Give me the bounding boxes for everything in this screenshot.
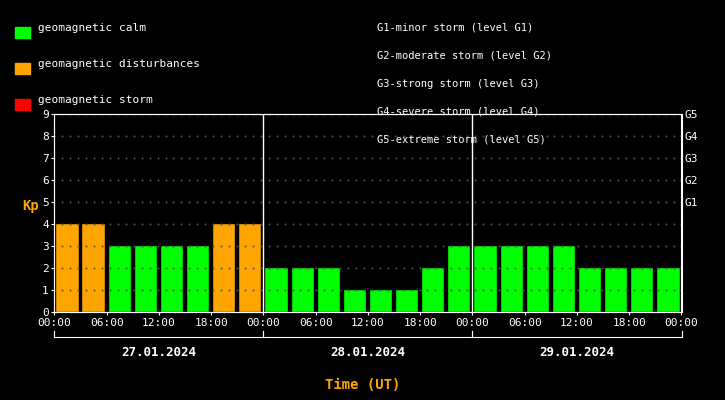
Text: geomagnetic storm: geomagnetic storm [38,95,152,105]
Bar [552,246,575,312]
Bar [135,246,157,312]
Text: 28.01.2024: 28.01.2024 [331,346,405,358]
Text: 29.01.2024: 29.01.2024 [539,346,615,358]
Bar [500,246,523,312]
Text: Time (UT): Time (UT) [325,378,400,392]
Bar [658,268,679,312]
Bar [422,268,444,312]
Bar [605,268,627,312]
Y-axis label: Kp: Kp [22,199,39,213]
Bar [318,268,340,312]
Bar [83,224,104,312]
Bar [396,290,418,312]
Bar [448,246,471,312]
Text: geomagnetic calm: geomagnetic calm [38,23,146,33]
Text: G5-extreme storm (level G5): G5-extreme storm (level G5) [377,135,546,145]
Bar [57,224,78,312]
Text: 27.01.2024: 27.01.2024 [121,346,196,358]
Text: G3-strong storm (level G3): G3-strong storm (level G3) [377,79,539,89]
Bar [213,224,236,312]
Bar [239,224,262,312]
Bar [631,268,653,312]
Text: geomagnetic disturbances: geomagnetic disturbances [38,59,199,69]
Bar [370,290,392,312]
Bar [109,246,130,312]
Bar [344,290,366,312]
Bar [291,268,314,312]
Bar [265,268,288,312]
Text: G2-moderate storm (level G2): G2-moderate storm (level G2) [377,51,552,61]
Text: G1-minor storm (level G1): G1-minor storm (level G1) [377,23,534,33]
Bar [161,246,183,312]
Bar [187,246,210,312]
Bar [526,246,549,312]
Text: G4-severe storm (level G4): G4-severe storm (level G4) [377,107,539,117]
Bar [579,268,601,312]
Bar [474,246,497,312]
